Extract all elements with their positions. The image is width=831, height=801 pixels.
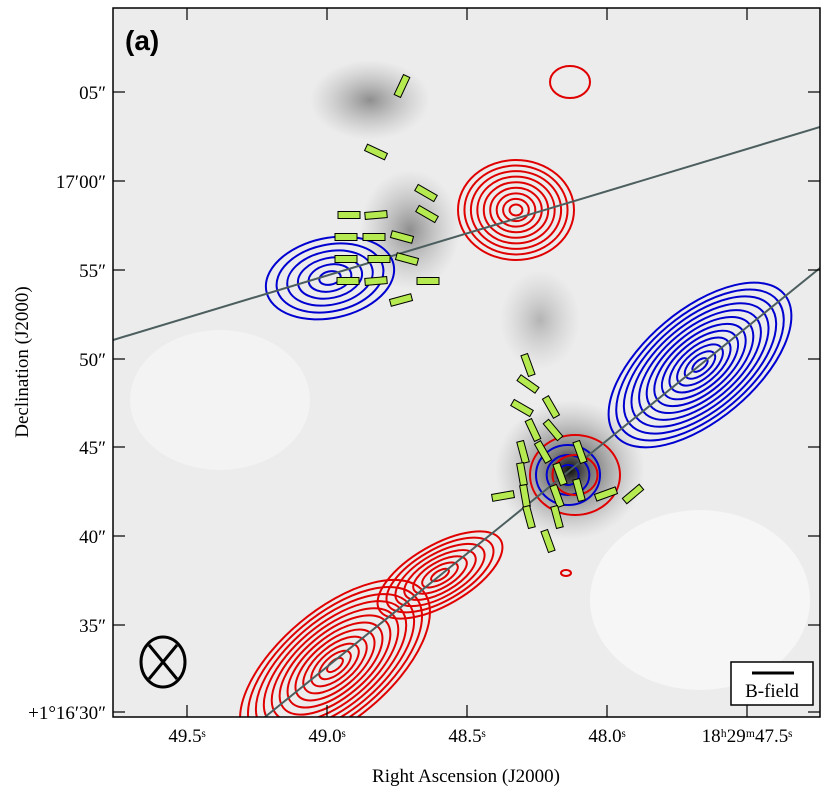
contour (560, 569, 572, 577)
contour (645, 315, 755, 415)
x-axis-label: Right Ascension (J2000) (372, 766, 560, 787)
beam (139, 635, 187, 689)
polarization-vector (549, 483, 565, 509)
contour (630, 302, 770, 428)
x-tick-label: 49.0ˢ (308, 726, 345, 747)
polarization-vector (363, 143, 389, 161)
legend-label: B-field (745, 681, 799, 702)
polarization-vector (510, 398, 534, 418)
polarization-vector (593, 486, 619, 502)
contour (549, 65, 591, 99)
polarization-vector (362, 233, 386, 241)
contour (508, 203, 524, 217)
polarization-vector (621, 483, 645, 505)
image (113, 8, 820, 717)
y-tick-label: 45″ (79, 438, 106, 459)
polarization-vector (416, 277, 440, 285)
contour (457, 159, 575, 261)
contour (463, 164, 569, 256)
contour (278, 614, 392, 716)
polarization-vector (533, 440, 553, 464)
polarization-vector (516, 439, 530, 465)
y-tick-label: 05″ (79, 83, 106, 104)
y-tick-label: 55″ (79, 261, 106, 282)
polarization-vector (364, 210, 388, 220)
polarization-vector (520, 352, 536, 378)
legend: B-field (730, 661, 814, 706)
contour (318, 270, 342, 286)
y-tick-label: 35″ (79, 616, 106, 637)
y-tick-label: 40″ (79, 527, 106, 548)
polarization-vector (364, 276, 388, 286)
polarization-vector (367, 255, 391, 263)
polarization-vector (572, 477, 586, 503)
polarization-vector (552, 461, 568, 487)
contour (615, 288, 785, 442)
contour (476, 175, 556, 245)
contour (482, 181, 550, 239)
polarization-vector (393, 73, 411, 99)
outflow-axis (113, 126, 820, 341)
x-tick-label: 49.5ˢ (168, 726, 205, 747)
x-tick-label: 48.5ˢ (448, 726, 485, 747)
contour (275, 242, 385, 314)
contour (385, 536, 495, 614)
contour (622, 295, 778, 435)
contour (376, 530, 504, 620)
polarization-vector (572, 439, 588, 465)
contour (310, 642, 360, 688)
polarization-vector (394, 252, 420, 266)
polarization-vector (540, 528, 556, 554)
polarization-vector (542, 418, 564, 442)
contour (239, 578, 431, 717)
contour (430, 567, 450, 583)
contour (421, 561, 459, 589)
polarization-vector (334, 233, 358, 241)
polarization-vector (336, 277, 360, 285)
outflow-axis (264, 267, 820, 717)
x-tick-label: 48.0ˢ (588, 726, 625, 747)
polarization-vector (541, 395, 561, 419)
y-tick-label: 17′00″ (56, 172, 106, 193)
contour (469, 170, 563, 250)
contour (535, 444, 601, 506)
polarization-vector (490, 490, 516, 502)
polarization-vector (389, 230, 415, 244)
polarization-vector (516, 374, 540, 394)
polarization-vector (550, 504, 564, 530)
contour (264, 235, 396, 321)
contour (294, 628, 376, 702)
polarization-vector (388, 293, 414, 307)
contour (270, 607, 400, 717)
y-tick-label: +1°16′30″ (28, 703, 106, 724)
polarization-vector (337, 211, 361, 219)
contour (403, 549, 477, 601)
contour (394, 542, 486, 608)
contour (495, 192, 537, 228)
contour (262, 600, 408, 717)
y-axis-label: Declination (J2000) (12, 286, 33, 437)
panel-label: (a) (125, 25, 159, 56)
polarization-vector (524, 417, 542, 443)
contour (502, 197, 530, 223)
contour (551, 454, 599, 496)
y-tick-label: 50″ (79, 350, 106, 371)
contour (254, 593, 416, 717)
x-tick-label: 18ʰ29ᵐ47.5ˢ (702, 726, 793, 747)
contour (302, 635, 368, 695)
contour (246, 586, 424, 717)
contour (529, 434, 621, 516)
contour (607, 281, 793, 449)
contour (286, 621, 384, 709)
contour (318, 649, 352, 681)
contour (412, 555, 468, 595)
contour (307, 263, 353, 293)
polarization-vector (522, 504, 536, 530)
polarization-vector (415, 204, 439, 224)
polarization-vector (414, 183, 438, 203)
contour (638, 309, 762, 421)
polarization-vector (334, 255, 358, 263)
